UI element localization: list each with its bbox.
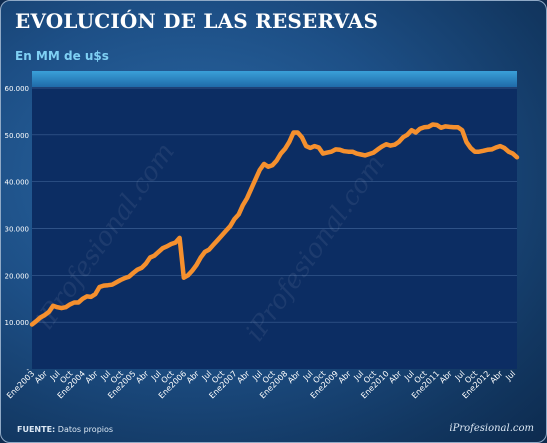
x-tick-label: Abr <box>185 369 202 386</box>
y-tick-label: 20.000 <box>5 272 30 280</box>
source-note: FUENTE: Datos propios <box>17 425 113 434</box>
y-tick-label: - <box>26 366 29 374</box>
x-tick-label: Abr <box>488 369 505 386</box>
x-tick-label: Abr <box>337 369 354 386</box>
x-tick-label: Abr <box>134 369 151 386</box>
x-tick-label: Abr <box>438 369 455 386</box>
x-tick-label: Jul <box>503 369 517 383</box>
x-tick-label: Abr <box>387 369 404 386</box>
chart-title: EVOLUCIÓN DE LAS RESERVAS <box>15 9 379 33</box>
brand-logo-text: iProfesional.com <box>449 423 534 434</box>
x-tick-label: Abr <box>286 369 303 386</box>
plot-area <box>32 71 517 369</box>
x-tick-label: Ene2003 <box>5 369 36 400</box>
x-tick-label: Abr <box>33 369 50 386</box>
y-tick-label: 50.000 <box>5 132 30 140</box>
source-label: FUENTE: <box>17 425 56 434</box>
x-tick-label: Abr <box>235 369 252 386</box>
series-line <box>29 122 520 327</box>
x-tick-label: Abr <box>84 369 101 386</box>
chart-subtitle: En MM de u$s <box>15 49 109 63</box>
y-tick-label: 40.000 <box>5 179 30 187</box>
plot-top-band <box>32 71 517 87</box>
source-text: Datos propios <box>57 425 114 434</box>
y-tick-label: 30.000 <box>5 226 30 234</box>
y-tick-label: 60.000 <box>5 85 30 93</box>
y-tick-label: 10.000 <box>5 319 30 327</box>
